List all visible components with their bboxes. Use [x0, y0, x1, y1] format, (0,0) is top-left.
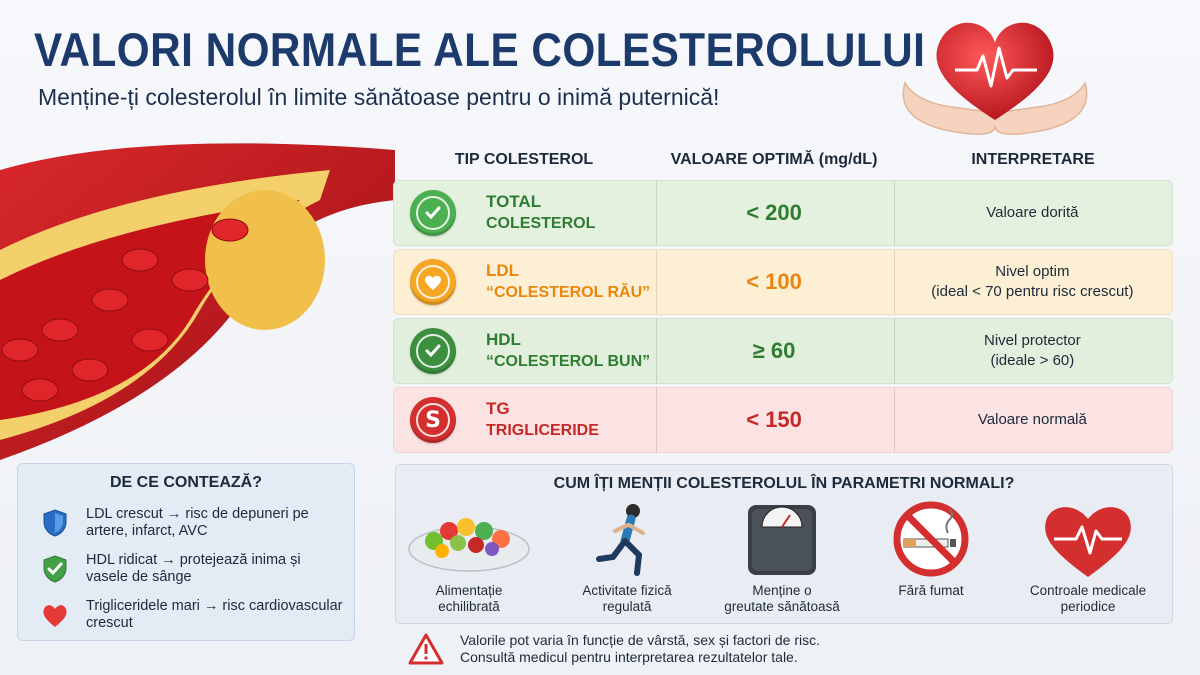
tip-label: echilibrată [438, 599, 500, 614]
header-value: VALOARE OPTIMĂ (mg/dL) [670, 151, 878, 168]
tip-label: Menține o [752, 583, 812, 598]
why-item-text: LDL crescut → risc de depuneri pe artere… [86, 506, 309, 539]
table-row: HDL “COLESTEROL BUN” ≥ 60 Nivel protecto… [393, 318, 1173, 384]
type-sub: COLESTEROL [486, 215, 596, 232]
why-title: DE CE CONTEAZĂ? [110, 474, 262, 491]
tip-item: Menține o greutate sănătoasă [707, 501, 857, 615]
cholesterol-table: TIP COLESTEROL VALOARE OPTIMĂ (mg/dL) IN… [393, 140, 1173, 456]
type-sub: “COLESTEROL RĂU” [486, 284, 651, 301]
shield-icon [43, 509, 67, 537]
interpretation: Valoare normală [977, 411, 1087, 428]
type-name: TOTAL [486, 192, 542, 211]
list-item: LDL crescut → risc de depuneri pe artere… [40, 506, 346, 540]
optimal-value: < 100 [746, 269, 802, 294]
page-title: VALORI NORMALE ALE COLESTEROLULUI [34, 23, 926, 76]
interpretation: Nivel protector [984, 332, 1081, 349]
heart-in-hands-icon [902, 22, 1088, 135]
table-row: TOTAL COLESTEROL < 200 Valoare dorită [393, 180, 1173, 246]
tip-item: Controale medicale periodice [1013, 501, 1163, 615]
type-sub: TRIGLICERIDE [486, 422, 599, 439]
why-it-matters-box: DE CE CONTEAZĂ? LDL crescut → risc de de… [17, 463, 355, 641]
tip-label: Alimentație [435, 583, 503, 598]
heartbeat-icon [1045, 507, 1131, 577]
check-icon [410, 190, 456, 236]
tip-label: Fără fumat [898, 583, 964, 598]
maintain-title: CUM ÎȚI MENȚII COLESTEROLUL ÎN PARAMETRI… [553, 475, 1015, 492]
optimal-value: ≥ 60 [752, 338, 796, 363]
no-smoking-icon [893, 501, 969, 577]
table-row: LDL “COLESTEROL RĂU” < 100 Nivel optim (… [393, 249, 1173, 315]
tip-label: Controale medicale [1029, 583, 1147, 598]
salad-bowl-icon [408, 518, 530, 572]
warning-line: Valorile pot varia în funcție de vârstă,… [460, 632, 821, 648]
table-header: TIP COLESTEROL VALOARE OPTIMĂ (mg/dL) IN… [393, 140, 1173, 180]
heart-icon [410, 259, 456, 305]
warning-icon [408, 633, 444, 665]
runner-icon [596, 504, 645, 576]
check-icon [410, 328, 456, 374]
optimal-value: < 200 [746, 200, 802, 225]
interpretation: Valoare dorită [986, 204, 1079, 221]
interpretation-note: (ideal < 70 pentru risc crescut) [931, 283, 1134, 300]
tip-label: greutate sănătoasă [724, 599, 840, 614]
s-icon: S [410, 397, 456, 443]
tip-label: Activitate fizică [582, 583, 672, 598]
type-sub: “COLESTEROL BUN” [486, 353, 651, 370]
warning-note: Valorile pot varia în funcție de vârstă,… [408, 632, 820, 666]
optimal-value: < 150 [746, 407, 802, 432]
artery-illustration [0, 143, 395, 461]
maintain-box: CUM ÎȚI MENȚII COLESTEROLUL ÎN PARAMETRI… [395, 464, 1173, 624]
why-item-text: Trigliceridele mari → risc cardiovascula… [86, 598, 343, 631]
type-name: LDL [486, 261, 520, 280]
tip-label: periodice [1060, 599, 1116, 614]
interpretation: Nivel optim [995, 263, 1070, 280]
warning-line: Consultă medicul pentru interpretarea re… [460, 649, 798, 665]
list-item: Trigliceridele mari → risc cardiovascula… [40, 598, 346, 632]
heart-icon [43, 605, 67, 627]
tip-item: Alimentație echilibrată [394, 501, 544, 615]
type-name: TG [486, 399, 510, 418]
list-item: HDL ridicat → protejează inima și vasele… [40, 552, 346, 586]
header-interpretation: INTERPRETARE [971, 151, 1095, 168]
shield-check-icon [43, 555, 67, 583]
scale-icon [748, 505, 816, 575]
tip-item: Fără fumat [856, 501, 1006, 599]
header-type: TIP COLESTEROL [454, 151, 594, 168]
type-name: HDL [486, 330, 521, 349]
page-subtitle: Menține-ți colesterolul în limite sănăto… [38, 84, 720, 110]
why-item-text: HDL ridicat → protejează inima și vasele… [86, 552, 301, 585]
table-row: S TG TRIGLICERIDE < 150 Valoare normală [393, 387, 1173, 453]
tip-item: Activitate fizică regulată [552, 501, 702, 615]
tip-label: regulată [602, 599, 652, 614]
interpretation-note: (ideale > 60) [990, 352, 1075, 369]
